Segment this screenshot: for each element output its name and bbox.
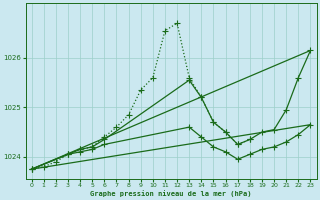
X-axis label: Graphe pression niveau de la mer (hPa): Graphe pression niveau de la mer (hPa) [90, 190, 252, 197]
